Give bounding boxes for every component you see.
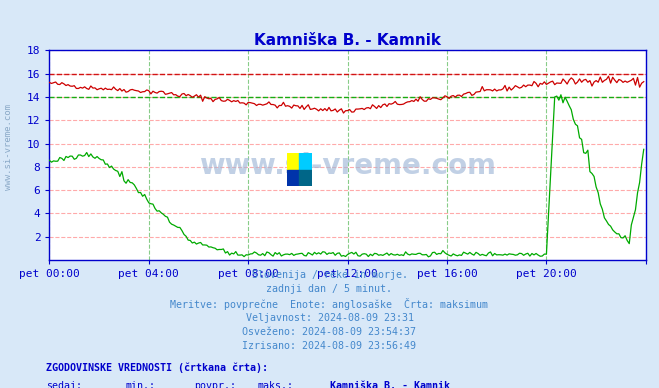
Text: sedaj:: sedaj: — [46, 381, 82, 388]
Text: Kamniška B. - Kamnik: Kamniška B. - Kamnik — [330, 381, 449, 388]
Text: maks.:: maks.: — [257, 381, 293, 388]
Text: Osveženo: 2024-08-09 23:54:37: Osveženo: 2024-08-09 23:54:37 — [243, 327, 416, 337]
Text: Slovenija / reke in morje.: Slovenija / reke in morje. — [252, 270, 407, 280]
Text: www.si-vreme.com: www.si-vreme.com — [199, 152, 496, 180]
Text: min.:: min.: — [125, 381, 156, 388]
Bar — [287, 170, 299, 186]
Text: ZGODOVINSKE VREDNOSTI (črtkana črta):: ZGODOVINSKE VREDNOSTI (črtkana črta): — [46, 363, 268, 373]
Bar — [299, 170, 312, 186]
Bar — [299, 153, 312, 170]
Text: Izrisano: 2024-08-09 23:56:49: Izrisano: 2024-08-09 23:56:49 — [243, 341, 416, 352]
Text: Meritve: povprečne  Enote: anglosaške  Črta: maksimum: Meritve: povprečne Enote: anglosaške Črt… — [171, 298, 488, 310]
Text: povpr.:: povpr.: — [194, 381, 237, 388]
Title: Kamniška B. - Kamnik: Kamniška B. - Kamnik — [254, 33, 441, 48]
Bar — [287, 153, 299, 170]
Text: zadnji dan / 5 minut.: zadnji dan / 5 minut. — [266, 284, 393, 294]
Text: Veljavnost: 2024-08-09 23:31: Veljavnost: 2024-08-09 23:31 — [246, 313, 413, 323]
Text: www.si-vreme.com: www.si-vreme.com — [4, 104, 13, 191]
